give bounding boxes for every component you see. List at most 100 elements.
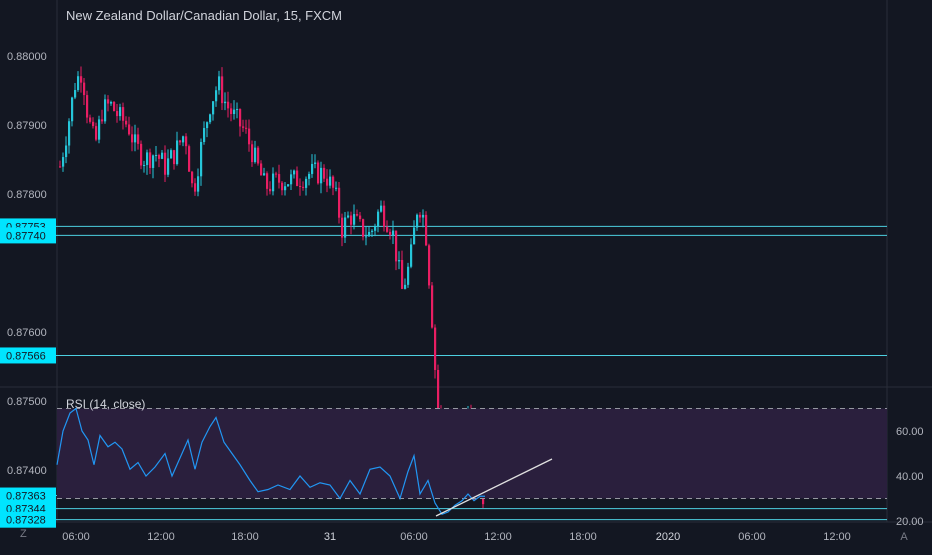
candle-body (128, 124, 131, 135)
candle-body (80, 76, 83, 83)
candle-body (155, 155, 158, 157)
candle-body (299, 185, 302, 187)
candle-body (116, 111, 119, 117)
candle-body (236, 109, 239, 111)
candle-body (224, 101, 227, 104)
candle-body (353, 214, 356, 225)
candle-body (89, 117, 92, 122)
rsi-line (56, 407, 485, 515)
candle-body (77, 76, 80, 90)
candle-body (290, 174, 293, 185)
price-tick-label: 0.87600 (7, 327, 47, 339)
candle-body (437, 369, 440, 409)
candle-body (203, 128, 206, 143)
price-tick-label: 0.87400 (7, 465, 47, 477)
candle-body (113, 101, 116, 112)
candle-body (92, 121, 95, 127)
candle-body (431, 285, 434, 328)
candle-body (65, 145, 68, 158)
price-level-tag (0, 227, 56, 244)
candle-body (260, 163, 263, 176)
candle-body (329, 176, 332, 186)
candle-body (251, 144, 254, 163)
candle-body (131, 134, 134, 143)
candle-body (110, 101, 113, 104)
candle-body (422, 214, 425, 218)
time-tick-label: 18:00 (569, 531, 597, 543)
time-tick-label: 18:00 (231, 531, 259, 543)
price-level-tag-label: 0.87363 (6, 491, 46, 503)
candle-body (173, 150, 176, 165)
candle-body (410, 244, 413, 267)
candle-body (107, 99, 110, 104)
candle-body (371, 230, 374, 232)
candle-body (182, 136, 185, 143)
candle-body (326, 178, 329, 186)
candle-body (362, 219, 365, 237)
symbol-title[interactable]: New Zealand Dollar/Canadian Dollar, 15, … (66, 8, 343, 23)
rsi-indicator-title[interactable]: RSI (14, close) (66, 397, 146, 411)
trend-line-drawing[interactable] (435, 458, 553, 517)
candle-body (233, 109, 236, 115)
candle-body (140, 143, 143, 166)
candle-body (62, 157, 65, 167)
candle-body (434, 327, 437, 370)
candle-body (320, 167, 323, 184)
rsi-tick-label: 60.00 (896, 426, 924, 438)
candle-body (383, 205, 386, 227)
candle-body (272, 173, 275, 192)
candle-body (317, 162, 320, 184)
timezone-button[interactable]: Z (20, 528, 27, 540)
rsi-band-fill (57, 408, 887, 499)
candle-body (365, 236, 368, 238)
candle-body (248, 128, 251, 145)
time-tick-label: 06:00 (62, 531, 90, 543)
candle-body (59, 166, 62, 168)
candle-body (296, 170, 299, 186)
candle-body (143, 164, 146, 166)
candle-body (149, 152, 152, 168)
time-tick-label: 06:00 (400, 531, 428, 543)
candle-body (98, 119, 101, 140)
auto-scale-button[interactable]: A (900, 531, 908, 543)
candle-body (218, 76, 221, 91)
price-tick-label: 0.88000 (7, 51, 47, 63)
candle-body (341, 217, 344, 238)
candle-body (185, 136, 188, 147)
candle-body (209, 114, 212, 123)
rsi-tick-label: 20.00 (896, 516, 924, 528)
candle-body (269, 188, 272, 192)
time-tick-label: 12:00 (484, 531, 512, 543)
price-tick-label: 0.87900 (7, 120, 47, 132)
candle-body (68, 121, 71, 146)
candle-body (380, 205, 383, 212)
candle-body (188, 146, 191, 172)
candle-body (197, 176, 200, 192)
candle-body (176, 140, 179, 165)
candle-body (137, 134, 140, 144)
candle-body (293, 170, 296, 175)
candle-body (164, 152, 167, 175)
candle-body (215, 90, 218, 102)
candle-body (83, 82, 86, 96)
candle-body (245, 127, 248, 129)
candle-body (392, 230, 395, 235)
candle-body (119, 107, 122, 117)
candle-body (170, 150, 173, 159)
candle-body (368, 231, 371, 237)
candle-body (314, 162, 317, 164)
candle-body (254, 147, 257, 163)
candle-body (194, 183, 197, 192)
candle-body (407, 266, 410, 285)
candle-body (275, 173, 278, 175)
candle-body (287, 184, 290, 187)
time-tick-label: 31 (324, 531, 336, 543)
candle-body (404, 284, 407, 289)
candle-body (263, 173, 266, 176)
candle-body (239, 109, 242, 127)
rsi-tick-label: 40.00 (896, 471, 924, 483)
candle-body (347, 215, 350, 218)
price-tick-label: 0.87500 (7, 396, 47, 408)
